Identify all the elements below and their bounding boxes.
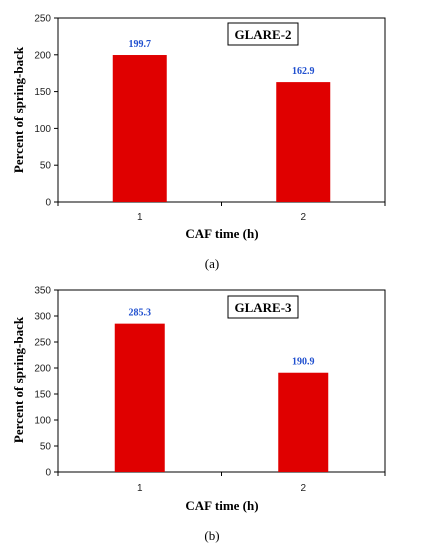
chart-title: GLARE-2 <box>234 27 291 42</box>
y-tick-label: 200 <box>34 364 51 375</box>
x-axis-label: CAF time (h) <box>185 226 258 241</box>
x-axis-label: CAF time (h) <box>185 498 258 513</box>
y-tick-label: 0 <box>45 198 51 209</box>
x-tick-label: 2 <box>300 483 306 494</box>
chart-title-box <box>227 22 299 46</box>
data-label: 190.9 <box>292 357 315 368</box>
y-axis-label: Percent of spring-back <box>11 316 26 443</box>
chart-title-box <box>227 295 299 319</box>
bars <box>114 323 329 472</box>
y-tick-label: 250 <box>34 14 51 25</box>
y-tick-label: 300 <box>34 312 51 323</box>
caption: (b) <box>204 528 219 543</box>
chart-title: GLARE-3 <box>234 300 292 315</box>
bar <box>114 323 165 472</box>
y-tick-label: 150 <box>34 87 51 98</box>
y-axis-label: Percent of spring-back <box>11 46 26 173</box>
x-tick-label: 1 <box>137 483 143 494</box>
caption: (a) <box>205 256 219 271</box>
y-axis: 0 50 100 150 200 250 <box>34 14 58 209</box>
y-tick-label: 100 <box>34 124 51 135</box>
data-label: 199.7 <box>129 39 152 50</box>
y-tick-label: 200 <box>34 50 51 61</box>
y-tick-label: 0 <box>45 468 51 479</box>
plot-area <box>57 289 386 473</box>
y-tick-label: 350 <box>34 286 51 297</box>
data-labels: 285.3 190.9 <box>129 308 315 368</box>
x-tick-label: 2 <box>300 212 306 223</box>
y-axis: 0 50 100 150 200 250 300 350 <box>34 286 58 479</box>
y-tick-label: 50 <box>40 161 52 172</box>
y-tick-label: 250 <box>34 338 51 349</box>
bar <box>278 372 329 472</box>
plot-area <box>57 17 386 203</box>
x-tick-label: 1 <box>137 212 143 223</box>
data-label: 285.3 <box>129 308 152 319</box>
y-tick-label: 100 <box>34 416 51 427</box>
data-labels: 199.7 162.9 <box>129 39 315 77</box>
data-label: 162.9 <box>292 66 315 77</box>
bars <box>112 55 331 203</box>
bar <box>112 55 167 203</box>
y-tick-label: 150 <box>34 390 51 401</box>
y-tick-label: 50 <box>40 442 52 453</box>
bar <box>276 82 331 202</box>
